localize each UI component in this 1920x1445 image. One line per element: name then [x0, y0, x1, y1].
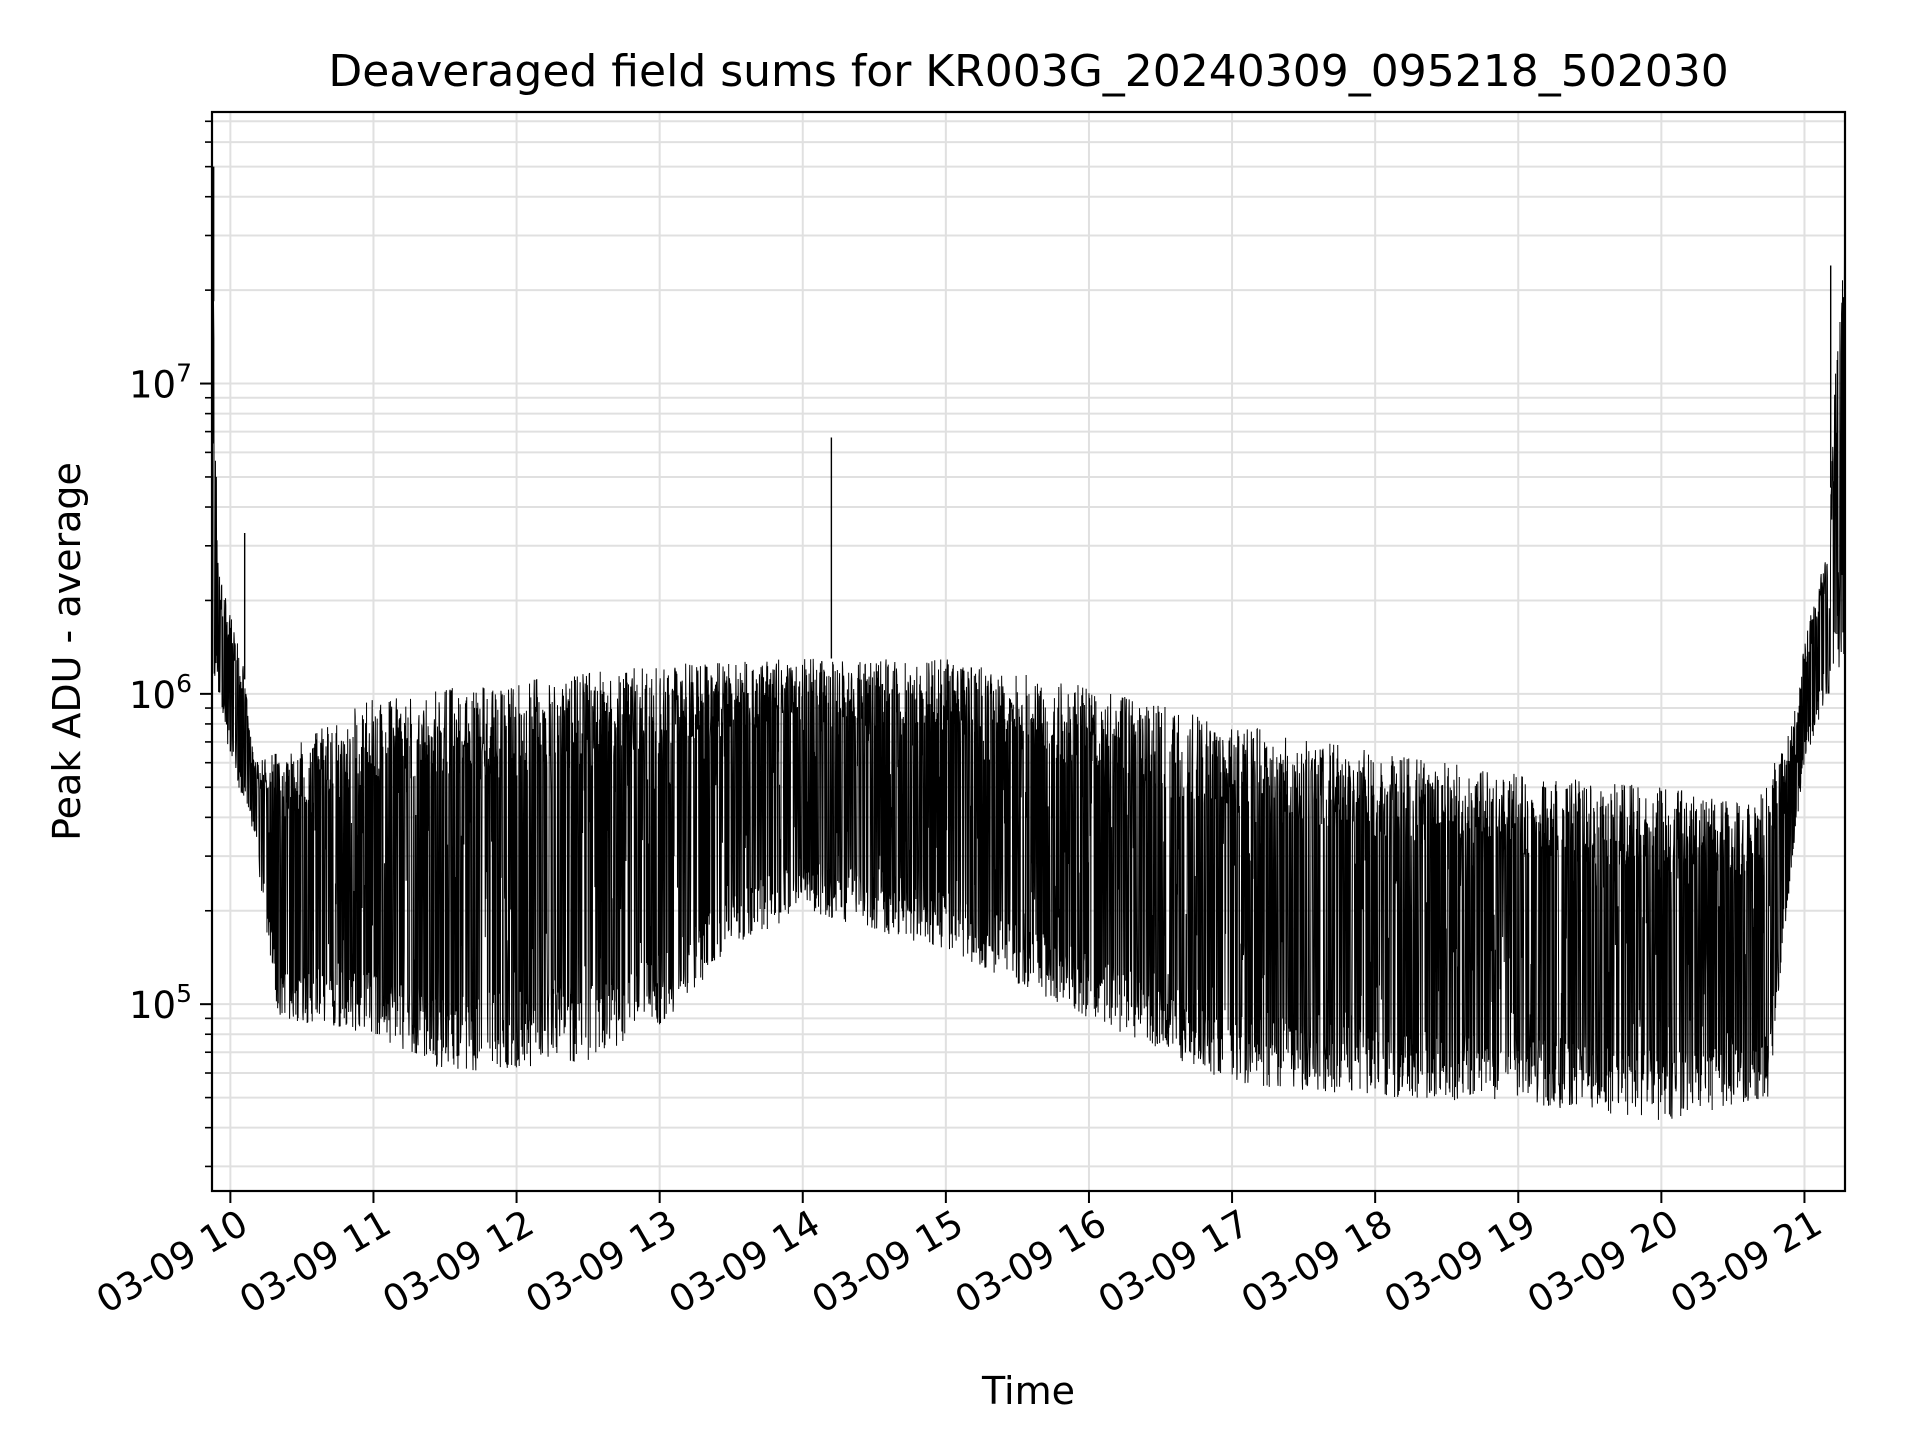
y-tick-label: 106: [129, 669, 192, 717]
x-tick-label: 03-09 13: [519, 1202, 685, 1322]
series-line: [211, 197, 1846, 1120]
x-tick-label: 03-09 10: [89, 1202, 255, 1322]
y-axis-ticks: 105 106 107: [129, 120, 212, 1168]
x-tick-label: 03-09 14: [662, 1202, 828, 1322]
x-tick-label: 03-09 12: [375, 1202, 541, 1322]
x-tick-label: 03-09 11: [232, 1202, 398, 1322]
x-tick-label: 03-09 15: [805, 1202, 971, 1322]
y-axis-label: Peak ADU - average: [45, 462, 89, 841]
spike-layer: [212, 166, 1832, 680]
x-tick-label: 03-09 19: [1377, 1202, 1543, 1322]
chart-title: Deaveraged field sums for KR003G_2024030…: [328, 46, 1728, 97]
x-tick-label: 03-09 16: [948, 1202, 1114, 1322]
x-tick-label: 03-09 18: [1234, 1202, 1400, 1322]
series-layer: [211, 166, 1846, 1120]
y-tick-label: 107: [129, 359, 192, 407]
x-axis-label: Time: [981, 1369, 1075, 1413]
x-tick-label: 03-09 17: [1091, 1202, 1257, 1322]
x-tick-label: 03-09 20: [1520, 1202, 1686, 1322]
plot-frame: [210, 110, 1847, 1193]
x-tick-label: 03-09 21: [1663, 1202, 1829, 1322]
y-tick-label: 105: [129, 979, 192, 1027]
